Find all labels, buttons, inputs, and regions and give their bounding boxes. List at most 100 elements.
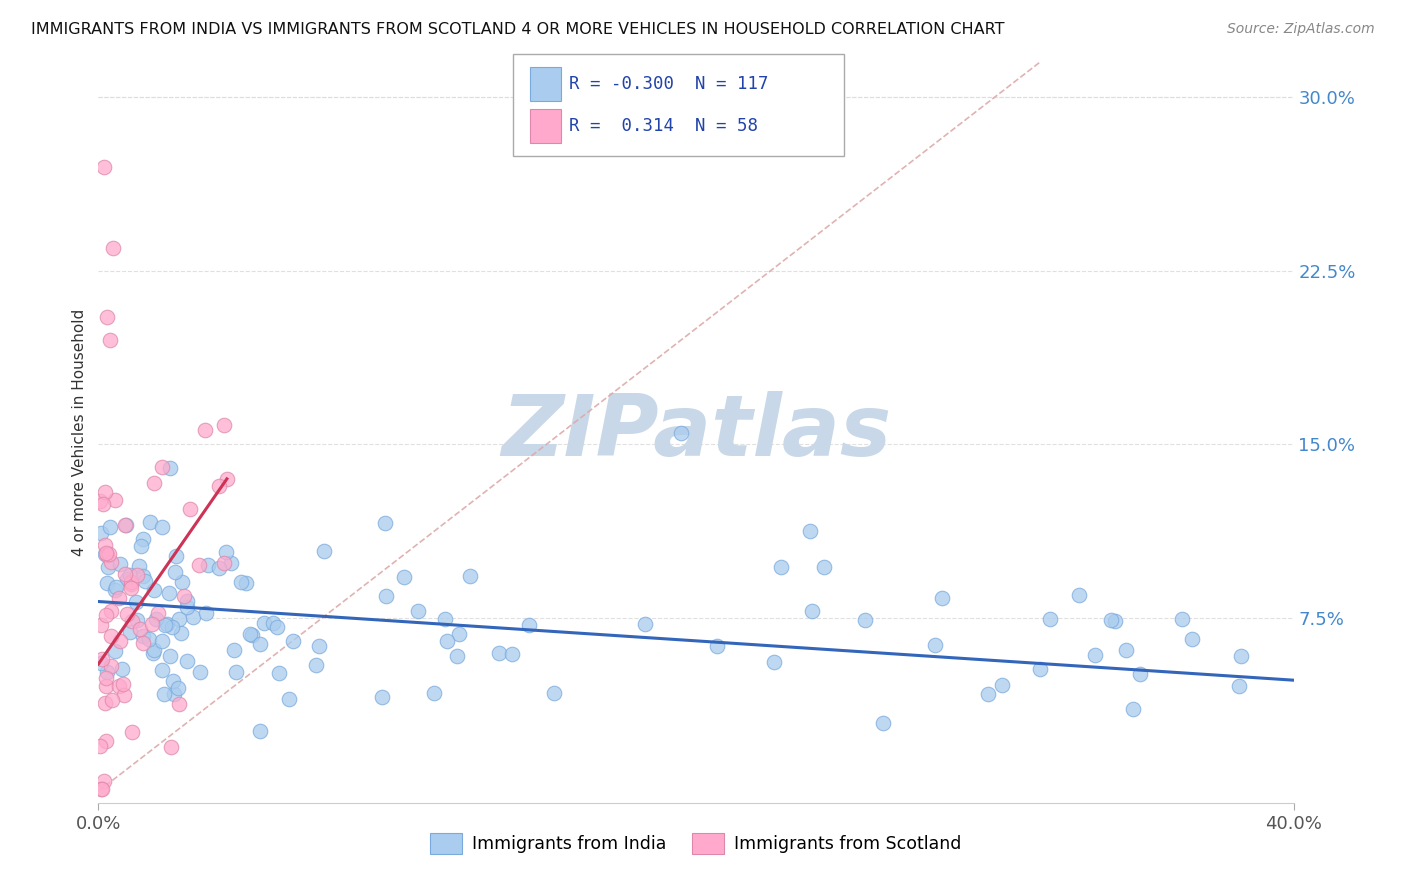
Point	[249, 724, 271, 739]
Point	[138, 632, 160, 646]
Point	[93, 774, 115, 789]
Point	[501, 647, 523, 661]
Point	[931, 591, 953, 606]
Point	[277, 691, 299, 706]
Point	[167, 612, 190, 626]
Point	[813, 560, 835, 574]
Point	[183, 610, 205, 624]
Point	[90, 525, 112, 540]
Point	[163, 566, 186, 580]
Point	[100, 604, 122, 618]
Point	[132, 629, 155, 643]
Point	[1122, 702, 1144, 716]
Point	[308, 639, 330, 653]
Point	[98, 547, 121, 561]
Text: IMMIGRANTS FROM INDIA VS IMMIGRANTS FROM SCOTLAND 4 OR MORE VEHICLES IN HOUSEHOL: IMMIGRANTS FROM INDIA VS IMMIGRANTS FROM…	[31, 22, 1004, 37]
Point	[855, 613, 877, 627]
Point	[224, 643, 246, 657]
Point	[101, 693, 124, 707]
Point	[370, 690, 392, 704]
Point	[176, 600, 198, 615]
Point	[146, 606, 169, 620]
Point	[89, 739, 111, 753]
Point	[253, 616, 276, 631]
Point	[90, 657, 112, 671]
Point	[131, 635, 153, 649]
Text: ZIPatlas: ZIPatlas	[501, 391, 891, 475]
Point	[125, 614, 148, 628]
Point	[89, 494, 111, 508]
Point	[374, 516, 396, 531]
Point	[208, 479, 231, 493]
Point	[208, 560, 231, 574]
Point	[94, 547, 117, 561]
Point	[159, 739, 181, 754]
Point	[131, 569, 153, 583]
Point	[96, 310, 118, 324]
Point	[1029, 662, 1052, 676]
Point	[799, 524, 821, 538]
Point	[517, 618, 540, 632]
Point	[543, 686, 565, 700]
Point	[173, 589, 195, 603]
Point	[669, 425, 692, 440]
Point	[150, 663, 173, 677]
Point	[129, 539, 152, 553]
Point	[194, 607, 217, 621]
Point	[212, 418, 235, 433]
Point	[976, 687, 998, 701]
Point	[159, 461, 181, 475]
Point	[120, 577, 142, 591]
Point	[229, 574, 252, 589]
Point	[90, 652, 112, 666]
Point	[488, 646, 510, 660]
Point	[111, 662, 134, 676]
Point	[924, 638, 946, 652]
Point	[96, 608, 118, 623]
Point	[152, 520, 174, 534]
Point	[188, 665, 211, 679]
Point	[162, 673, 184, 688]
Point	[160, 619, 183, 633]
Point	[281, 634, 304, 648]
Point	[167, 681, 190, 696]
Point	[104, 583, 127, 598]
Point	[120, 568, 142, 582]
Point	[128, 622, 150, 636]
Point	[449, 627, 471, 641]
Point	[458, 569, 481, 583]
Text: Source: ZipAtlas.com: Source: ZipAtlas.com	[1227, 22, 1375, 37]
Point	[1171, 612, 1194, 626]
Point	[97, 559, 120, 574]
Point	[1039, 612, 1062, 626]
Point	[105, 580, 128, 594]
Point	[96, 665, 118, 679]
Point	[1104, 615, 1126, 629]
Point	[762, 656, 785, 670]
Point	[142, 646, 165, 660]
Point	[114, 566, 136, 581]
Point	[170, 626, 193, 640]
Point	[240, 628, 263, 642]
Point	[107, 679, 129, 693]
Point	[91, 781, 114, 796]
Point	[142, 475, 165, 490]
Point	[98, 520, 121, 534]
Point	[1181, 632, 1204, 647]
Text: R = -0.300  N = 117: R = -0.300 N = 117	[569, 75, 769, 93]
Point	[197, 558, 219, 572]
Point	[194, 423, 217, 437]
Point	[90, 618, 112, 632]
Point	[93, 697, 115, 711]
Point	[134, 574, 156, 588]
Point	[94, 484, 117, 499]
Text: R =  0.314  N = 58: R = 0.314 N = 58	[569, 117, 758, 135]
Point	[215, 545, 238, 559]
Point	[104, 493, 127, 508]
Point	[96, 671, 118, 685]
Point	[114, 518, 136, 533]
Point	[103, 240, 125, 255]
Point	[1099, 613, 1122, 627]
Point	[152, 633, 174, 648]
Point	[131, 532, 153, 546]
